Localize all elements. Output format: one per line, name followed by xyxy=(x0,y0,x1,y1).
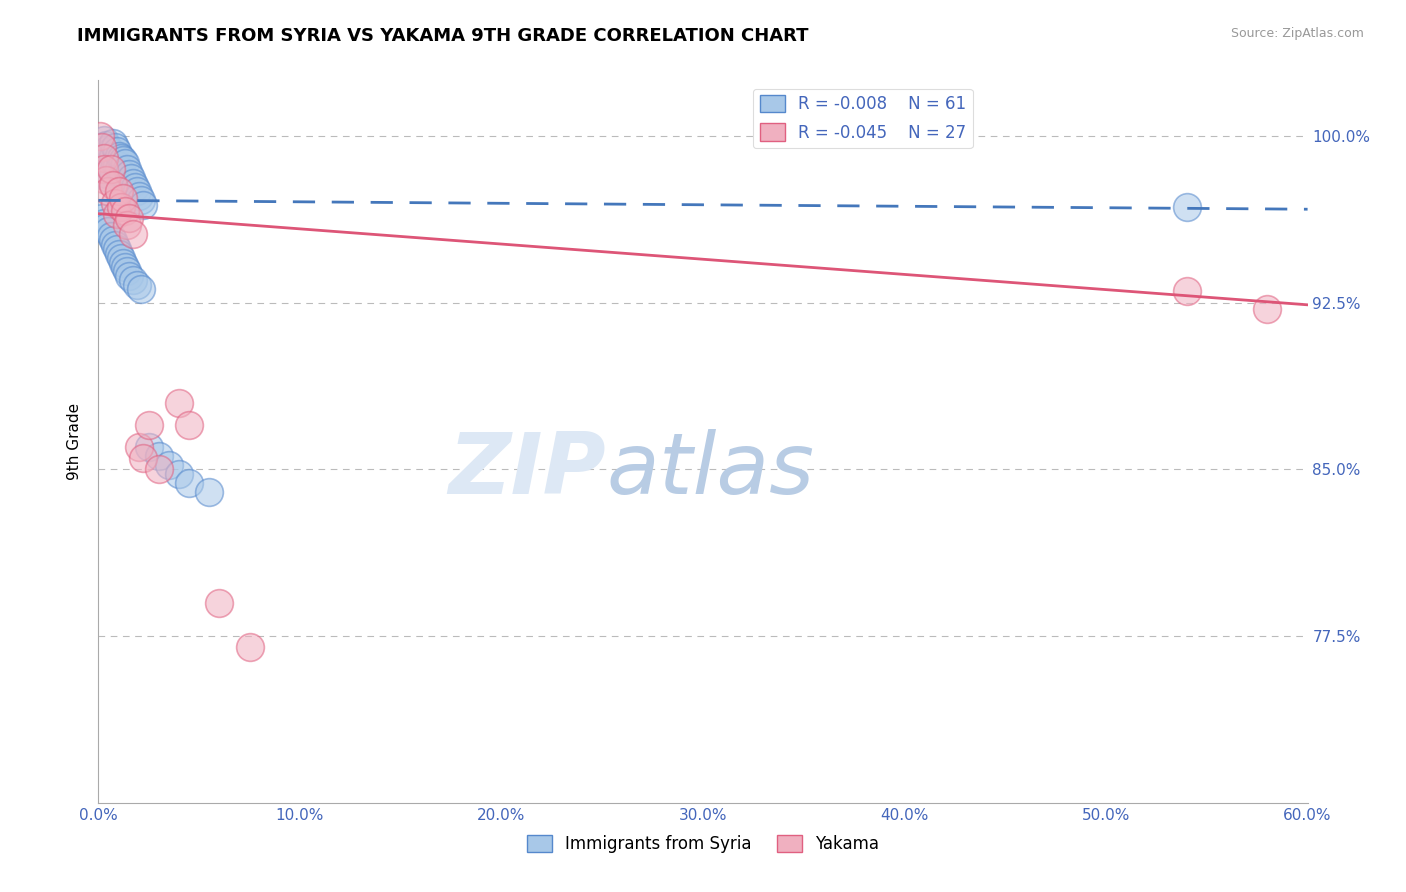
Point xyxy=(110,251,132,265)
Text: atlas: atlas xyxy=(606,429,814,512)
Point xyxy=(115,218,138,232)
Point xyxy=(101,136,124,150)
Point xyxy=(96,219,118,234)
Point xyxy=(101,149,124,163)
Point xyxy=(138,440,160,454)
Point xyxy=(101,233,124,247)
Point xyxy=(132,198,155,212)
Point xyxy=(93,133,115,147)
Text: Source: ZipAtlas.com: Source: ZipAtlas.com xyxy=(1230,27,1364,40)
Point xyxy=(107,149,129,163)
Point xyxy=(101,178,124,192)
Point xyxy=(111,167,134,181)
Point xyxy=(93,146,115,161)
Point xyxy=(91,162,114,177)
Point xyxy=(124,180,146,194)
Point xyxy=(103,237,125,252)
Point xyxy=(107,246,129,260)
Point xyxy=(93,162,115,177)
Point xyxy=(97,185,120,199)
Point xyxy=(114,260,136,274)
Point xyxy=(111,153,134,168)
Point xyxy=(103,155,125,169)
Point xyxy=(89,207,111,221)
Point xyxy=(100,160,122,174)
Point xyxy=(93,216,115,230)
Point xyxy=(138,417,160,432)
Point xyxy=(110,151,132,165)
Point xyxy=(208,596,231,610)
Point xyxy=(97,224,120,238)
Point xyxy=(121,273,143,287)
Point xyxy=(97,171,120,186)
Point xyxy=(132,451,155,466)
Text: ZIP: ZIP xyxy=(449,429,606,512)
Point xyxy=(105,158,128,172)
Point xyxy=(239,640,262,655)
Point xyxy=(1175,285,1198,299)
Point xyxy=(91,211,114,226)
Point xyxy=(103,195,125,210)
Point xyxy=(89,128,111,143)
Point xyxy=(115,162,138,177)
Point xyxy=(125,185,148,199)
Point xyxy=(128,440,150,454)
Point xyxy=(118,211,141,226)
Point xyxy=(96,137,118,152)
Point xyxy=(91,140,114,154)
Point xyxy=(129,194,152,208)
Point xyxy=(103,140,125,154)
Point xyxy=(107,162,129,177)
Point xyxy=(111,191,134,205)
Point xyxy=(100,162,122,177)
Point xyxy=(100,228,122,243)
Point xyxy=(198,484,221,499)
Point xyxy=(96,167,118,181)
Point xyxy=(179,475,201,490)
Point xyxy=(118,268,141,283)
Point xyxy=(121,176,143,190)
Point xyxy=(129,282,152,296)
Point xyxy=(97,142,120,156)
Point xyxy=(93,151,115,165)
Point xyxy=(157,458,180,472)
Point xyxy=(114,155,136,169)
Point xyxy=(179,417,201,432)
Text: IMMIGRANTS FROM SYRIA VS YAKAMA 9TH GRADE CORRELATION CHART: IMMIGRANTS FROM SYRIA VS YAKAMA 9TH GRAD… xyxy=(77,27,808,45)
Y-axis label: 9th Grade: 9th Grade xyxy=(67,403,83,480)
Point xyxy=(105,145,128,159)
Point xyxy=(111,255,134,269)
Point xyxy=(101,164,124,178)
Point xyxy=(148,449,170,463)
Point xyxy=(110,200,132,214)
Point xyxy=(105,207,128,221)
Point xyxy=(93,155,115,169)
Point xyxy=(107,185,129,199)
Point xyxy=(100,145,122,159)
Point xyxy=(96,153,118,168)
Point xyxy=(1256,302,1278,317)
Point xyxy=(148,462,170,476)
Legend: Immigrants from Syria, Yakama: Immigrants from Syria, Yakama xyxy=(520,828,886,860)
Point xyxy=(120,171,142,186)
Point xyxy=(91,151,114,165)
Point xyxy=(97,158,120,172)
Point xyxy=(167,395,190,409)
Point xyxy=(96,173,118,187)
Point xyxy=(1175,200,1198,214)
Point xyxy=(105,242,128,256)
Point xyxy=(118,167,141,181)
Point xyxy=(167,467,190,481)
Point xyxy=(114,204,136,219)
Point xyxy=(125,277,148,292)
Point xyxy=(128,189,150,203)
Point xyxy=(115,264,138,278)
Point xyxy=(121,227,143,241)
Point xyxy=(89,140,111,154)
